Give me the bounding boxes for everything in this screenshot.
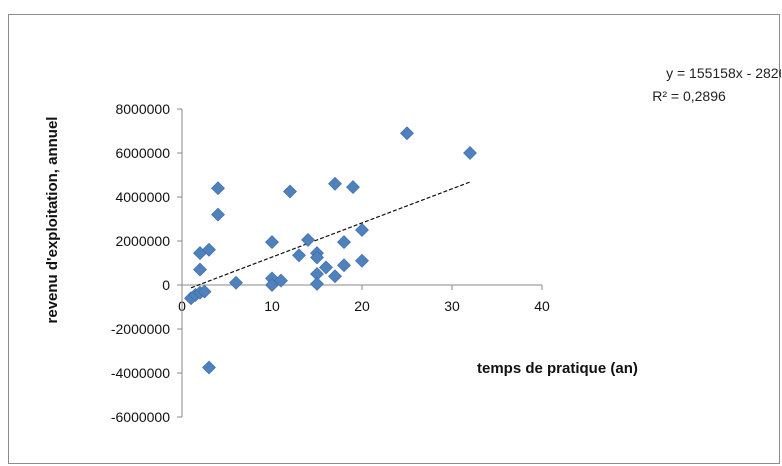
data-point (319, 260, 333, 275)
y-tick-label: 6000000 (115, 145, 170, 161)
y-tick-label: -6000000 (111, 409, 170, 425)
data-point (211, 207, 225, 222)
data-point (193, 262, 207, 277)
data-points (184, 126, 477, 375)
x-tick-label: 30 (444, 298, 460, 314)
data-point (355, 223, 369, 237)
x-tick-label: 40 (534, 298, 550, 314)
data-point (337, 235, 351, 250)
data-point (310, 250, 324, 265)
chart-frame: 8000000 6000000 4000000 2000000 0 -2000000 -40… (8, 14, 781, 464)
data-point (400, 126, 414, 141)
trendline (190, 181, 471, 289)
data-point (310, 276, 324, 291)
y-tick-label: -2000000 (111, 321, 170, 337)
data-point (292, 248, 306, 263)
x-tick-label: 20 (354, 298, 370, 314)
data-point (337, 258, 351, 273)
data-point (328, 176, 342, 191)
y-tick-label: -4000000 (111, 365, 170, 381)
data-point (328, 269, 342, 284)
data-point (202, 242, 216, 257)
trendline-equation: y = 155158x - 282610 (666, 65, 781, 81)
data-point (274, 273, 288, 288)
data-point (283, 184, 297, 199)
data-point (265, 235, 279, 250)
data-point (197, 284, 212, 299)
y-tick-label: 4000000 (115, 189, 170, 205)
data-point (301, 232, 315, 247)
data-point (202, 360, 216, 375)
data-point (211, 181, 225, 196)
r-squared-label: R² = 0,2896 (652, 88, 726, 104)
data-point (463, 146, 477, 160)
data-point (229, 275, 243, 290)
y-axis-ticks: 8000000 6000000 4000000 2000000 0 -2000000 -40… (111, 101, 182, 425)
y-tick-label: 0 (162, 277, 170, 293)
data-point (355, 253, 369, 268)
x-axis-title: temps de pratique (an) (477, 360, 638, 377)
y-tick-label: 8000000 (115, 101, 170, 117)
y-axis-title: revenu d'exploitation, annuel (44, 117, 61, 324)
x-tick-label: 10 (264, 298, 280, 314)
data-point (346, 180, 360, 195)
y-tick-label: 2000000 (115, 233, 170, 249)
scatter-chart: 8000000 6000000 4000000 2000000 0 -2000000 -40… (44, 65, 781, 425)
